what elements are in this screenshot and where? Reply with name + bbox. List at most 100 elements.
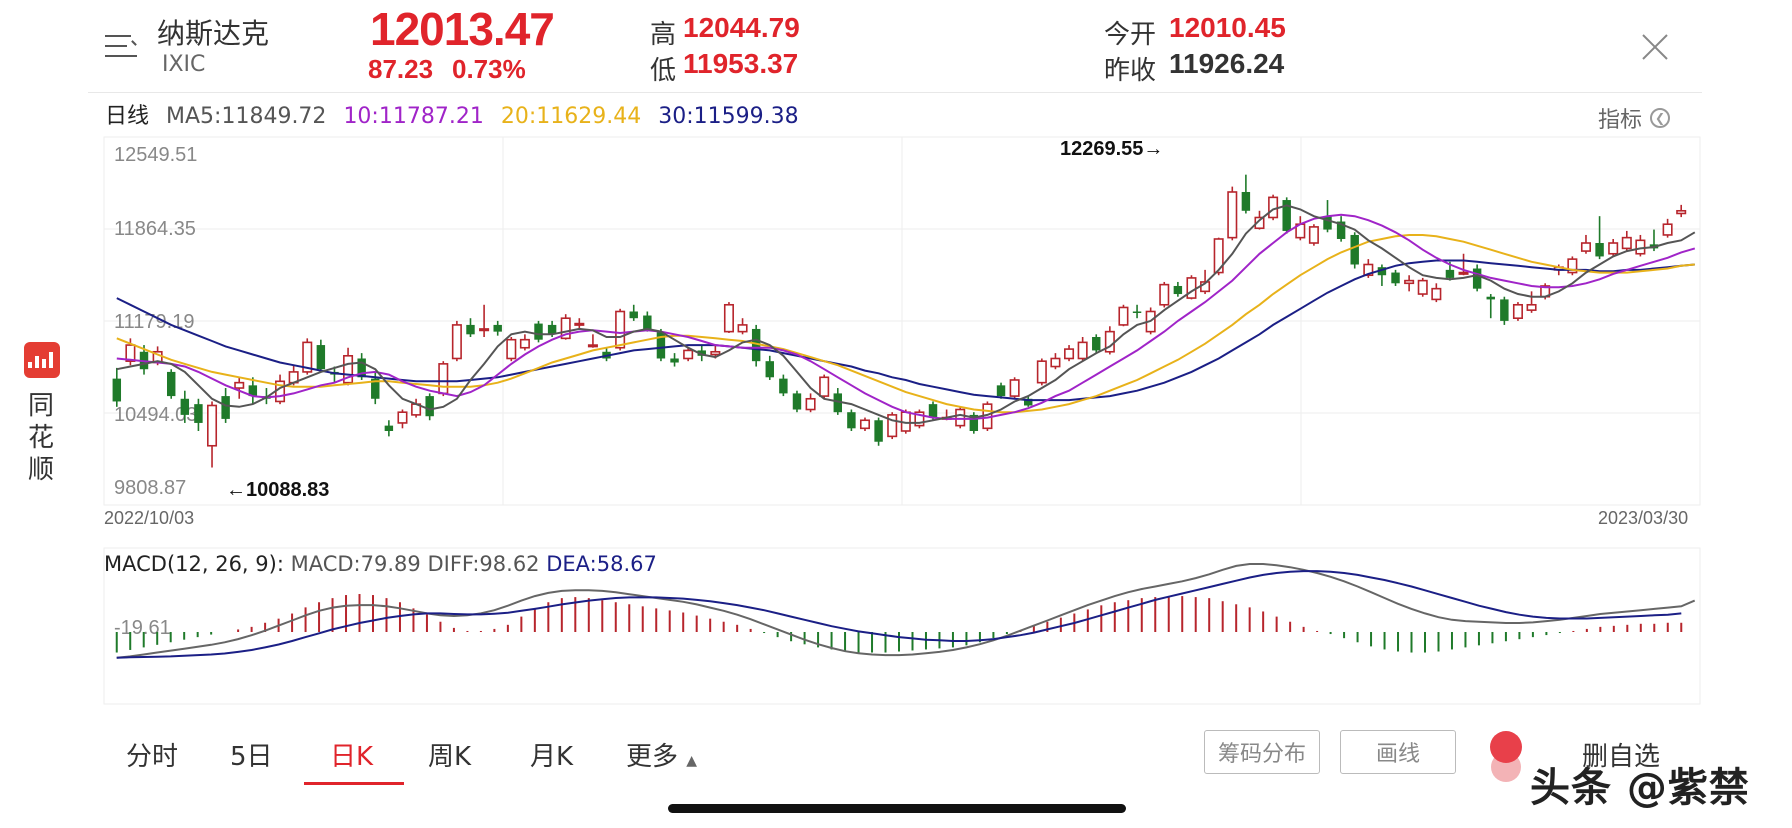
candle [194, 398, 203, 431]
candle [1092, 334, 1101, 354]
ma5-label: MA5:11849.72 [166, 104, 327, 129]
macd-title: MACD(12, 26, 9): [104, 552, 284, 576]
indicator-label: 指标 [1598, 108, 1643, 133]
candle [1241, 174, 1251, 214]
watermark: 头条 @紫禁 [1530, 765, 1750, 811]
candle [1580, 234, 1591, 254]
candle [751, 324, 761, 367]
candle [1567, 256, 1578, 276]
candle [1526, 291, 1537, 313]
ma30-label: 30:11599.38 [658, 104, 799, 129]
candle [316, 339, 326, 372]
caret-up-icon: ▲ [686, 753, 698, 769]
menu-icon[interactable] [105, 35, 139, 61]
candle [1512, 302, 1523, 321]
candle [615, 308, 626, 351]
macd-bars-layer [115, 594, 1683, 653]
candle [1621, 230, 1632, 252]
active-tab-underline [304, 782, 404, 785]
candle [723, 302, 734, 333]
candle [629, 304, 638, 321]
ma20-label: 20:11629.44 [500, 104, 642, 129]
header-divider [88, 92, 1702, 93]
diff-line [116, 563, 1696, 659]
candle [1391, 269, 1400, 286]
candle [343, 347, 354, 386]
candle [1104, 326, 1115, 355]
candle [1608, 238, 1619, 257]
remove-favorite-button[interactable]: 删自选 [1582, 742, 1661, 772]
chip-distribution-button[interactable]: 筹码分布 [1204, 730, 1320, 774]
high-value: 12044.79 [683, 12, 800, 43]
candle [792, 390, 802, 413]
candle [670, 353, 679, 367]
candle [248, 377, 258, 405]
candle [1036, 358, 1047, 386]
tab-more[interactable]: 更多 ▲ [626, 736, 697, 773]
tab-intraday[interactable]: 分时 [126, 742, 179, 772]
stock-name: 纳斯达克 [157, 17, 270, 50]
ma20-line [116, 234, 1695, 414]
candle [874, 417, 883, 446]
candle [112, 367, 122, 407]
dea-value: DEA:58.67 [546, 552, 657, 576]
y-tick-label: 10494.03 [114, 404, 197, 426]
low-annotation: ←10088.83 [226, 479, 329, 501]
y-tick-label: 11864.35 [114, 218, 196, 240]
kline-chart[interactable]: 12549.51 11864.35 11179.19 10494.03 9808… [0, 0, 1792, 720]
candle [805, 393, 816, 413]
candle [656, 328, 666, 362]
low-value: 11953.37 [683, 48, 799, 79]
candle [425, 393, 434, 421]
candle [1050, 353, 1061, 370]
candle [1024, 396, 1033, 407]
candles-layer [112, 174, 1687, 468]
candle [466, 318, 475, 338]
tab-weekly-k[interactable]: 周K [428, 742, 472, 772]
candle [1009, 377, 1020, 399]
candle [1268, 194, 1279, 221]
stock-code: IXIC [162, 52, 206, 77]
candle [438, 361, 449, 397]
candle [996, 382, 1006, 399]
candle [1077, 337, 1088, 362]
candle [397, 409, 408, 429]
candle [384, 420, 394, 437]
draw-line-button[interactable]: 画线 [1340, 730, 1456, 774]
ma10-label: 10:11787.21 [343, 104, 484, 129]
dea-line [116, 570, 1682, 659]
y-axis-ticks: 12549.51 11864.35 11179.19 10494.03 9808… [114, 144, 197, 499]
candle [1662, 218, 1673, 238]
candle [1417, 277, 1428, 297]
ma-legend: 日线 MA5:11849.72 10:11787.21 20:11629.44 … [105, 98, 809, 130]
app-name: 同花顺 [28, 391, 55, 485]
candle [519, 334, 530, 351]
candle [180, 390, 190, 423]
price-change: 87.23 [368, 54, 434, 84]
kline-grid [103, 136, 1701, 506]
candle [1635, 234, 1646, 257]
favorite-icon[interactable] [1490, 731, 1522, 763]
candle [1486, 294, 1495, 319]
indicator-button[interactable]: 指标 ❮ [1598, 102, 1671, 134]
candle [1132, 304, 1142, 319]
candle [1159, 281, 1170, 308]
candle [765, 355, 774, 380]
candle [1064, 345, 1075, 362]
macd-y-tick: -19.61 [114, 617, 171, 639]
close-icon[interactable] [1640, 32, 1670, 62]
ma10-line [116, 213, 1696, 420]
candle [234, 377, 245, 399]
candle [737, 318, 748, 335]
candle [1676, 204, 1687, 218]
tab-daily-k[interactable]: 日K [330, 742, 374, 772]
macd-lines-layer [116, 563, 1696, 659]
open-label: 今开 [1104, 20, 1157, 50]
candle [560, 314, 571, 340]
candle [1282, 197, 1291, 234]
tab-monthly-k[interactable]: 月K [530, 742, 574, 772]
candle [1173, 281, 1183, 297]
macd-frame [103, 547, 1701, 705]
tab-5day[interactable]: 5日 [230, 742, 273, 772]
macd-legend: MACD(12, 26, 9): MACD:79.89 DIFF:98.62 D… [104, 552, 657, 576]
